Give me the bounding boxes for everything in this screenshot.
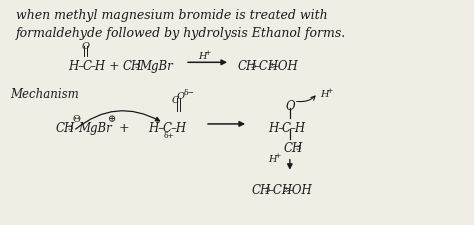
Text: formaldehyde followed by hydrolysis Ethanol forms.: formaldehyde followed by hydrolysis Etha… — [16, 26, 346, 39]
Text: +: + — [204, 49, 210, 57]
Text: H: H — [320, 90, 328, 99]
Text: 3: 3 — [134, 62, 140, 70]
Text: −: − — [295, 98, 303, 107]
Text: CH: CH — [238, 60, 257, 73]
Text: –OH: –OH — [273, 60, 299, 73]
Text: 3: 3 — [67, 123, 73, 131]
Text: +: + — [326, 87, 332, 95]
Text: 3: 3 — [296, 143, 301, 151]
Text: Θ: Θ — [73, 115, 81, 124]
Text: C: C — [82, 60, 91, 73]
Text: ⊕: ⊕ — [109, 115, 117, 124]
Text: +: + — [109, 60, 119, 73]
Text: –CH: –CH — [254, 60, 279, 73]
Text: –CH: –CH — [268, 183, 293, 196]
Text: CH: CH — [284, 141, 303, 154]
Text: O: O — [176, 92, 184, 101]
Text: H–: H– — [268, 122, 284, 134]
Text: H: H — [268, 154, 276, 163]
Text: O: O — [286, 100, 295, 112]
Text: Mechanism: Mechanism — [11, 88, 80, 101]
Text: –H: –H — [290, 122, 306, 134]
Text: MgBr: MgBr — [139, 60, 173, 73]
Text: 2: 2 — [269, 62, 274, 70]
Text: MgBr: MgBr — [79, 122, 112, 134]
Text: –H: –H — [170, 122, 186, 134]
Text: H: H — [198, 52, 207, 61]
Text: CH: CH — [55, 122, 75, 134]
Text: –H: –H — [90, 60, 106, 73]
Text: –OH: –OH — [287, 183, 313, 196]
Text: C: C — [282, 122, 291, 134]
Text: CH: CH — [252, 183, 271, 196]
Text: CH: CH — [122, 60, 142, 73]
Text: +: + — [118, 122, 129, 134]
Text: C: C — [162, 122, 171, 134]
Text: when methyl magnesium bromide is treated with: when methyl magnesium bromide is treated… — [16, 9, 327, 22]
Text: +: + — [274, 151, 280, 159]
Text: 3: 3 — [250, 62, 255, 70]
Text: H–: H– — [148, 122, 164, 134]
Text: 3: 3 — [264, 185, 269, 193]
Text: O: O — [82, 42, 90, 51]
Text: H–: H– — [69, 60, 85, 73]
Text: C: C — [171, 96, 179, 105]
Text: δ+: δ+ — [163, 131, 174, 139]
Text: δ−: δ− — [183, 89, 194, 97]
Text: 2: 2 — [283, 185, 288, 193]
